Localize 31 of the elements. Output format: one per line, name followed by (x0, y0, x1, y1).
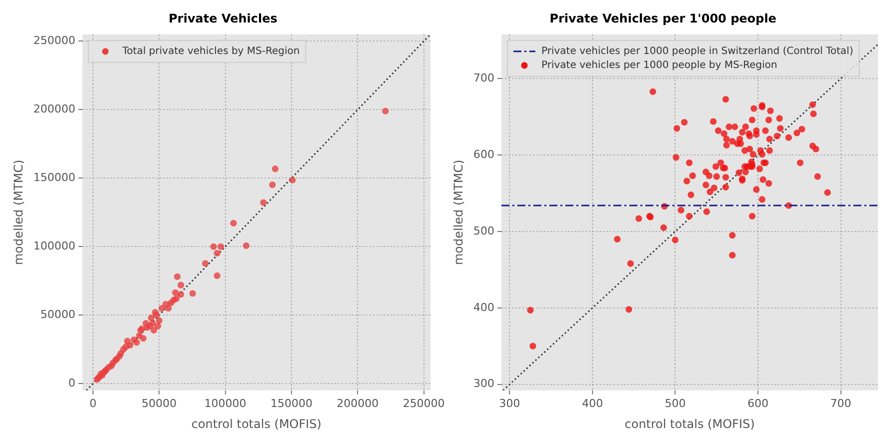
x-tick-label: 600 (747, 396, 768, 410)
y-tick-label: 250000 (33, 34, 76, 48)
x-tick-label: 400 (582, 396, 603, 410)
x-axis-title: control totals (MOFIS) (191, 416, 322, 431)
x-tick-label: 100000 (204, 396, 246, 410)
chart-title: Private Vehicles (168, 11, 278, 26)
x-tick-label: 200000 (336, 396, 379, 410)
x-tick-label: 150000 (270, 396, 312, 410)
y-tick-label: 150000 (33, 171, 76, 184)
x-tick-label: 700 (830, 396, 852, 410)
y-tick-label: 700 (473, 72, 494, 85)
x-tick-label: 50000 (142, 396, 177, 410)
y-tick-label: 0 (68, 376, 76, 390)
chart-title: Private Vehicles per 1'000 people (550, 11, 776, 26)
y-tick-label: 50000 (40, 308, 76, 321)
y-axis-title: modelled (MTMC) (11, 160, 26, 266)
y-axis-title: modelled (MTMC) (451, 160, 466, 266)
x-tick-label: 300 (499, 396, 520, 410)
y-tick-label: 600 (473, 148, 494, 161)
x-tick-label: 0 (89, 396, 96, 410)
y-tick-label: 200000 (33, 102, 76, 116)
y-tick-label: 500 (473, 224, 494, 238)
legend-label: Total private vehicles by MS-Region (121, 46, 300, 57)
y-tick-label: 400 (473, 300, 494, 314)
x-axis-title: control totals (MOFIS) (624, 416, 755, 431)
x-tick-label: 500 (664, 396, 686, 410)
legend-label: Private vehicles per 1000 people in Switzerland (Control Total) (541, 46, 854, 57)
y-tick-label: 100000 (33, 239, 76, 252)
y-tick-label: 300 (473, 377, 494, 390)
x-tick-label: 250000 (402, 396, 445, 410)
legend-label: Private vehicles per 1000 people by MS-Region (541, 60, 778, 71)
